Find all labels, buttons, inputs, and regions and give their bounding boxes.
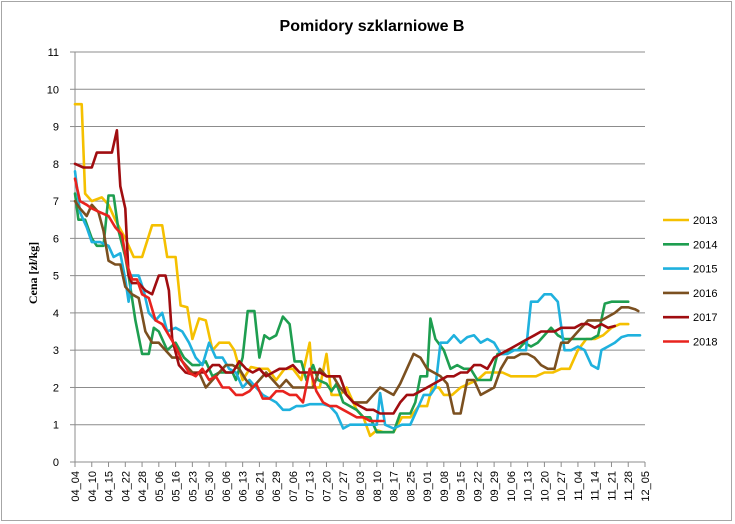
y-tick-label: 0 <box>53 457 59 469</box>
x-tick-label: 05_16 <box>171 471 183 502</box>
y-tick-label: 7 <box>53 196 59 208</box>
x-tick-label: 07_27 <box>338 471 350 502</box>
y-tick-label: 11 <box>48 47 59 59</box>
y-tick-label: 8 <box>53 159 59 171</box>
x-tick-label: 11_14 <box>590 471 602 501</box>
legend-label-2018: 2018 <box>693 337 717 349</box>
x-tick-label: 09_15 <box>456 471 468 502</box>
y-tick-label: 2 <box>53 382 59 394</box>
legend-label-2015: 2015 <box>693 264 717 276</box>
x-tick-label: 11_21 <box>606 471 618 501</box>
x-tick-label: 07_13 <box>305 471 317 502</box>
x-tick-label: 10_13 <box>523 471 535 502</box>
legend: 2013 2014 2015 2016 2017 2018 <box>663 215 717 349</box>
series-line-2013 <box>73 102 630 438</box>
x-tick-label: 10_20 <box>539 471 551 502</box>
x-tick-label: 11_28 <box>623 471 635 501</box>
y-tick-label: 10 <box>47 84 59 96</box>
x-tick-label: 07_06 <box>288 471 300 502</box>
legend-label-2014: 2014 <box>693 239 717 251</box>
x-tick-label: 09_08 <box>439 471 451 502</box>
x-tick-label: 10_27 <box>556 471 568 502</box>
x-tick-label: 09_01 <box>422 471 434 502</box>
x-tick-label: 04_15 <box>104 471 116 502</box>
x-tick-label: 09_29 <box>489 471 501 502</box>
x-tick-label: 04_04 <box>70 471 82 502</box>
legend-label-2013: 2013 <box>693 215 717 227</box>
legend-label-2016: 2016 <box>693 288 717 300</box>
series-line-2018 <box>73 177 385 423</box>
x-tick-label: 06_06 <box>221 471 233 502</box>
chart-title: Pomidory szklarniowe B <box>280 18 465 35</box>
series-line-2015 <box>73 170 642 430</box>
axes: 0 1 2 3 4 5 6 7 8 9 10 11 04_04 04_10 04_15 04_22 04_28 0… <box>47 47 652 502</box>
x-tick-label: 08_17 <box>389 471 401 502</box>
gridlines <box>75 51 645 426</box>
x-tick-label: 08_03 <box>355 471 367 502</box>
x-tick-label: 05_06 <box>154 471 166 502</box>
y-tick-label: 1 <box>53 420 59 432</box>
x-tick-label: 06_29 <box>271 471 283 502</box>
y-tick-label: 9 <box>53 122 59 134</box>
y-axis-label: Cena [zł/kg] <box>26 242 40 304</box>
y-tick-label: 4 <box>53 308 59 320</box>
legend-label-2017: 2017 <box>693 312 717 324</box>
x-tick-label: 04_10 <box>87 471 99 502</box>
y-tick-label: 3 <box>53 345 59 357</box>
x-tick-label: 04_22 <box>120 471 132 502</box>
x-tick-label: 11_04 <box>573 471 585 501</box>
x-tick-label: 07_20 <box>321 471 333 502</box>
y-tick-label: 6 <box>53 233 59 245</box>
x-tick-label: 08_10 <box>372 471 384 502</box>
x-tick-label: 04_28 <box>137 471 149 502</box>
x-tick-label: 06_13 <box>238 471 250 502</box>
x-tick-label: 06_21 <box>254 471 266 502</box>
series-line-2016 <box>73 199 640 415</box>
x-tick-label: 05_23 <box>187 471 199 502</box>
x-tick-label: 05_30 <box>204 471 216 502</box>
series-lines <box>73 102 642 438</box>
x-tick-label: 12_05 <box>640 471 652 502</box>
x-tick-label: 10_06 <box>506 471 518 502</box>
y-tick-label: 5 <box>53 271 59 283</box>
series-line-2017 <box>73 129 617 415</box>
x-tick-label: 08_25 <box>405 471 417 502</box>
x-tick-label: 09_22 <box>472 471 484 502</box>
